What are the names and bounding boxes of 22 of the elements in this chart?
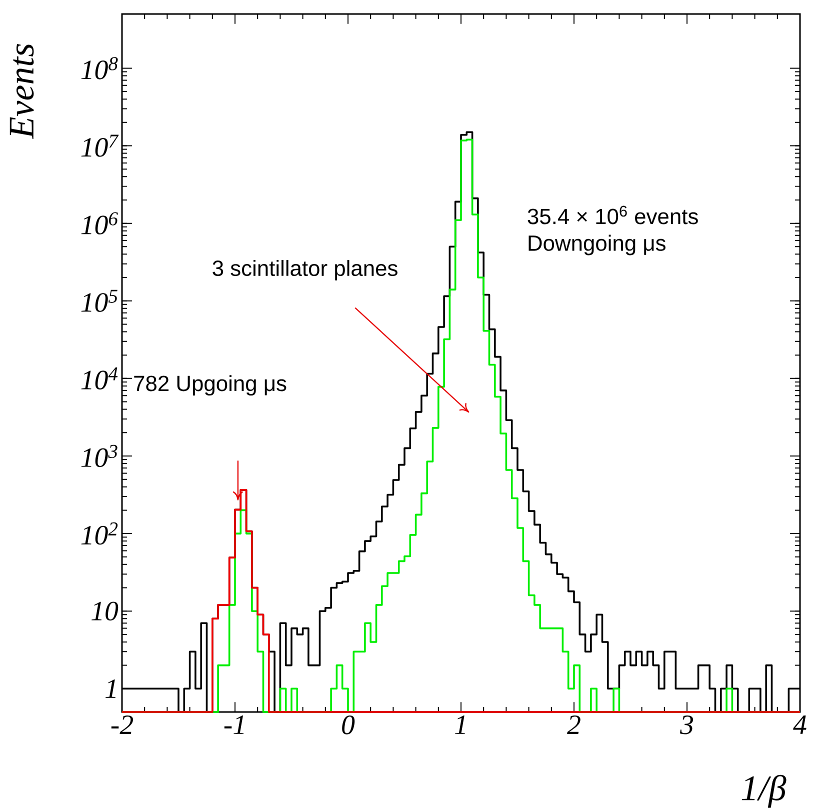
x-axis-title: 1/β bbox=[742, 774, 786, 808]
x-tick-label: -2 bbox=[111, 716, 133, 734]
x-tick-label: 2 bbox=[567, 716, 580, 734]
x-tick-label: -1 bbox=[224, 716, 244, 734]
annotation: 35.4 × 10$^{6}$ events bbox=[528, 206, 698, 224]
y-tick-label: 10$^{4}$ bbox=[81, 367, 118, 390]
y-tick-label: 10$^{7}$ bbox=[81, 134, 119, 157]
y-tick-label: 10$^{3}$ bbox=[81, 444, 118, 468]
x-tick-label: 1 bbox=[455, 716, 465, 734]
y-tick-label: 10$^{8}$ bbox=[81, 57, 118, 80]
x-tick-label: 0 bbox=[342, 716, 355, 734]
y-axis-title: Events bbox=[10, 44, 34, 139]
y-tick-label: 10$^{5}$ bbox=[81, 290, 118, 312]
y-tick-label: 10$^{2}$ bbox=[81, 522, 118, 545]
annotation: Downgoing μs bbox=[528, 234, 666, 256]
x-tick-label: 4 bbox=[793, 716, 806, 734]
y-tick-label: 10 bbox=[92, 602, 118, 621]
y-tick-label: 10$^{6}$ bbox=[81, 212, 118, 234]
x-tick-label: 3 bbox=[680, 716, 694, 734]
annotation: 782 Upgoing μs bbox=[134, 375, 286, 396]
y-tick-label: 1 bbox=[106, 679, 116, 698]
annotation: 3 scintillator planes bbox=[212, 260, 398, 280]
